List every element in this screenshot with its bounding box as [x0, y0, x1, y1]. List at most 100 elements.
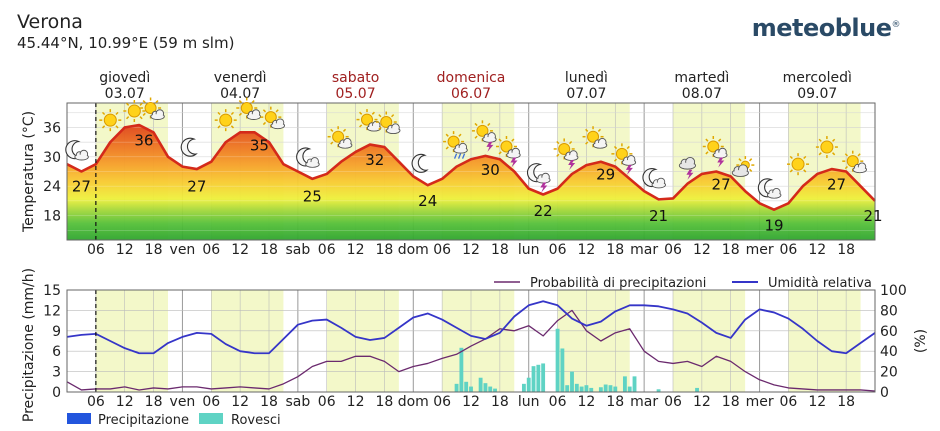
precipitation-xtick-20: 06 [664, 394, 682, 410]
precipitation-xtick-12: 06 [433, 394, 451, 410]
lightning-bolt [568, 159, 576, 170]
percent-ytick-5: 100 [880, 283, 907, 299]
temperature-xtick-26: 18 [837, 242, 855, 258]
shower-bar [521, 383, 526, 392]
temperature-xtick-24: 06 [780, 242, 798, 258]
legend-label-precipitation: Precipitazione [98, 413, 189, 428]
moon-shape [411, 153, 429, 173]
precipitation-ytick-2: 6 [52, 344, 61, 360]
shower-bar [608, 385, 613, 392]
precipitation-xtick-24: 06 [780, 394, 798, 410]
temperature-xtick-1: 12 [116, 242, 134, 258]
sun-disc [103, 113, 117, 127]
precipitation-daytime-band [442, 290, 515, 392]
temperature-label-12: 19 [764, 217, 783, 235]
sun-ray [474, 135, 478, 139]
sun-disc [587, 130, 600, 143]
legend-swatch-precipitation [67, 413, 91, 424]
cloud-part [622, 159, 635, 165]
temperature-label-10: 21 [649, 207, 668, 225]
precipitation-xtick-11: dom [398, 394, 429, 410]
sun-cloud-thunder-icon [553, 138, 579, 170]
sun-ray [139, 116, 143, 120]
brand-registered-mark: ® [891, 20, 901, 30]
sun-ray [330, 128, 334, 132]
shower-bar [541, 363, 546, 392]
sun-ray [142, 112, 146, 116]
sun-disc [127, 104, 141, 118]
sun-ray [844, 165, 848, 170]
temperature-xtick-5: 12 [231, 242, 249, 258]
sun-disc [380, 116, 393, 129]
shower-bar [560, 348, 565, 392]
shower-bar [574, 383, 579, 392]
sun-ray [139, 102, 143, 106]
sun-ray [832, 152, 836, 156]
shower-bar [469, 386, 473, 392]
sun-ray [474, 122, 478, 127]
temperature-xtick-15: lun [518, 242, 540, 258]
temperature-panel [66, 102, 876, 241]
day-name-1: venerdì [214, 70, 267, 86]
temperature-label-7: 30 [481, 161, 500, 179]
day-name-4: lunedì [565, 70, 608, 86]
temperature-xtick-14: 18 [491, 242, 509, 258]
sun-disc [219, 113, 233, 127]
temperature-xtick-2: 18 [145, 242, 163, 258]
precipitation-xtick-18: 18 [606, 394, 624, 410]
cloud-part [853, 167, 866, 173]
sun-ray [511, 138, 515, 142]
location-coordinates: 45.44°N, 10.99°E (59 m slm) [17, 34, 235, 52]
cloud-part [594, 142, 607, 148]
temperature-xtick-22: 18 [722, 242, 740, 258]
sun-ray [445, 133, 449, 137]
sun-ray [275, 109, 279, 113]
day-date-2: 05.07 [336, 86, 376, 102]
sun-disc [144, 102, 157, 114]
sun-cloud-icon [260, 106, 286, 130]
shower-bar [598, 387, 603, 392]
shower-bar [493, 388, 497, 392]
precipitation-axis-label: Precipitazione (mm/h) [21, 268, 37, 422]
temperature-xtick-21: 12 [693, 242, 711, 258]
sun-ray [217, 125, 221, 129]
sun-ray [330, 141, 334, 145]
sun-disc [820, 140, 834, 154]
sun-ray [359, 111, 363, 115]
sun-ray [115, 125, 119, 129]
sun-ray [445, 146, 449, 150]
shower-bar [695, 387, 699, 392]
sun-disc [240, 102, 253, 114]
shower-bar [555, 328, 560, 392]
precipitation-ytick-1: 3 [52, 365, 61, 381]
shower-bar [656, 389, 661, 392]
sun-ray [378, 126, 382, 130]
day-date-5: 08.07 [682, 86, 722, 102]
sun-disc [558, 142, 571, 155]
sun-icon [123, 100, 146, 122]
moon-icon [180, 137, 198, 157]
sun-disc [500, 140, 513, 153]
shower-bar [536, 364, 541, 392]
shower-bar [488, 386, 493, 392]
cloud-part [652, 182, 665, 188]
lightning-bolt [686, 169, 694, 180]
temperature-label-14: 21 [863, 207, 882, 225]
sun-ray [101, 111, 106, 116]
cloud-sun-icon [731, 156, 755, 177]
precipitation-probability-line [66, 309, 876, 392]
temperature-xtick-10: 18 [376, 242, 394, 258]
temperature-xtick-12: 06 [433, 242, 451, 258]
sun-ray [705, 151, 709, 155]
precipitation-frame [66, 289, 876, 393]
day-name-3: domenica [437, 70, 506, 86]
shower-bar [627, 386, 632, 392]
percent-ytick-1: 20 [880, 365, 898, 381]
moon-cloud-icon [296, 147, 320, 168]
cloud-part [483, 136, 496, 142]
shower-bar [622, 376, 627, 392]
cloud-part [768, 192, 781, 198]
cloud-part [454, 147, 467, 153]
cloud-part [387, 128, 400, 133]
sun-ray [556, 153, 560, 157]
